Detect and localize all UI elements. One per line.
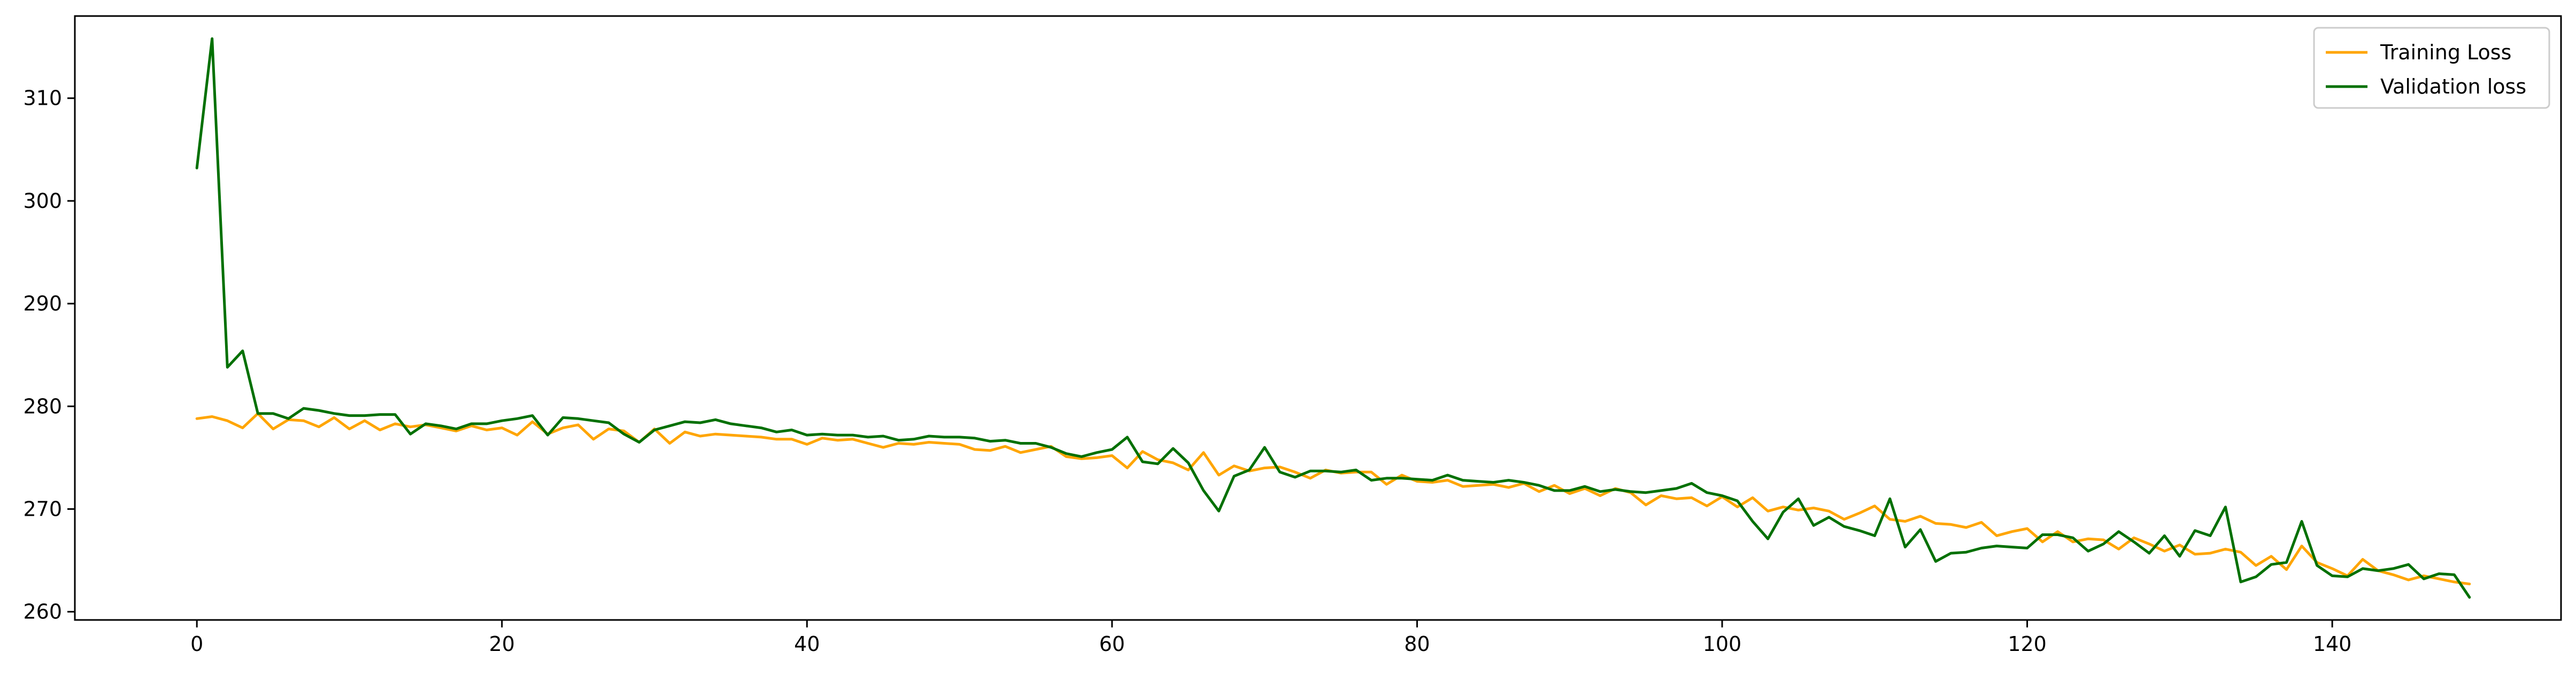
y-tick-label: 270	[23, 497, 62, 521]
legend-label-validation-loss: Validation loss	[2380, 75, 2526, 98]
series-line-validation-loss	[195, 37, 2471, 599]
legend-label-training-loss: Training Loss	[2380, 41, 2511, 64]
y-tick-label: 310	[23, 87, 62, 110]
x-tick-label: 40	[794, 632, 820, 656]
y-tick-label: 280	[23, 394, 62, 418]
x-tick-label: 80	[1404, 632, 1430, 656]
x-tick-label: 140	[2313, 632, 2352, 656]
x-tick-label: 60	[1099, 632, 1125, 656]
legend-box	[2313, 27, 2550, 109]
plot-frame	[74, 15, 2562, 621]
x-tick-label: 0	[190, 632, 203, 656]
x-tick-label: 100	[1703, 632, 1742, 656]
y-tick-label: 300	[23, 189, 62, 213]
x-tick-label: 120	[2008, 632, 2047, 656]
series-line-training-loss	[195, 412, 2471, 586]
x-tick-label: 20	[489, 632, 515, 656]
y-tick-label: 260	[23, 600, 62, 624]
y-tick-label: 290	[23, 292, 62, 315]
